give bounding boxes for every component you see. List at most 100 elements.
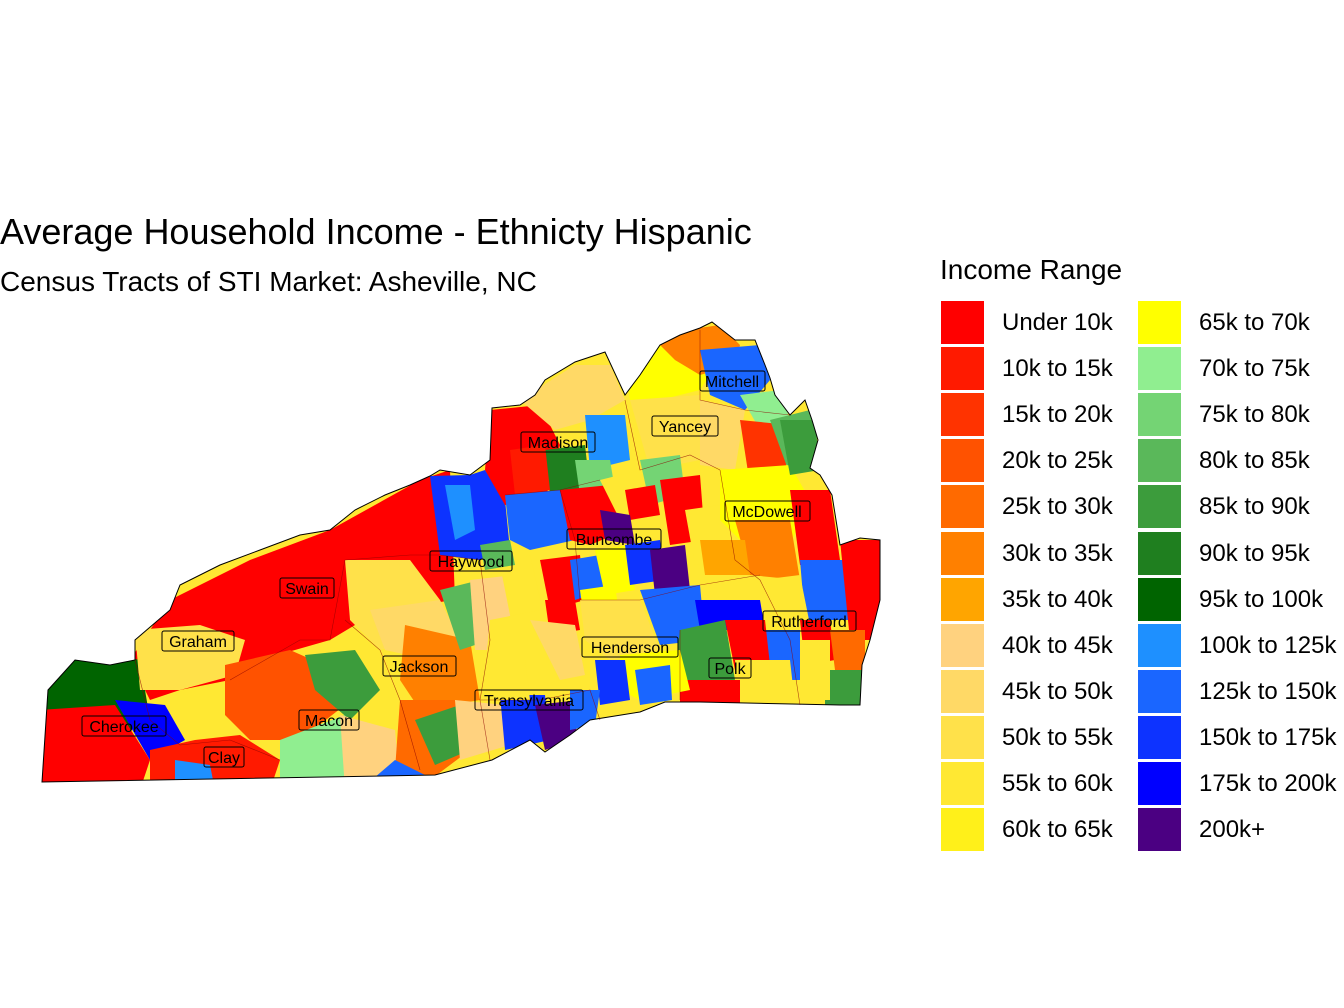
county-label-haywood[interactable]: Haywood: [429, 550, 513, 572]
legend-item: 85k to 90k: [1137, 484, 1344, 530]
legend-item: 150k to 175k: [1137, 715, 1344, 761]
legend-item: 100k to 125k: [1137, 623, 1344, 669]
choropleth-map: Mitchell Yancey Madison McDowell Buncomb…: [41, 321, 881, 783]
legend-swatch: [1138, 393, 1181, 437]
county-label-macon[interactable]: Macon: [298, 709, 360, 731]
legend-item: 50k to 55k: [940, 715, 1150, 761]
county-label-yancey[interactable]: Yancey: [651, 415, 719, 437]
svg-text:Swain: Swain: [285, 581, 329, 598]
legend-swatch: [1138, 531, 1181, 575]
legend-swatch: [941, 485, 984, 529]
legend-item: 25k to 30k: [940, 484, 1150, 530]
county-label-buncombe[interactable]: Buncombe: [566, 528, 662, 550]
legend-label: Under 10k: [1002, 309, 1113, 336]
region-outline: [41, 321, 881, 783]
legend-label: 40k to 45k: [1002, 631, 1113, 659]
county-label-rutherford[interactable]: Rutherford: [762, 610, 857, 632]
legend-item: 35k to 40k: [940, 577, 1150, 623]
svg-text:Macon: Macon: [305, 713, 353, 730]
legend-item: 10k to 15k: [940, 346, 1150, 392]
svg-text:Polk: Polk: [714, 661, 746, 678]
legend-swatch: [1138, 762, 1181, 805]
legend-swatch: [941, 347, 984, 391]
legend-swatch: [1138, 715, 1181, 759]
county-label-henderson[interactable]: Henderson: [581, 636, 679, 658]
legend-swatch: [1138, 347, 1181, 391]
legend-item: 90k to 95k: [1137, 531, 1344, 577]
legend-label: 100k to 125k: [1199, 631, 1337, 659]
county-label-jackson[interactable]: Jackson: [382, 655, 457, 677]
svg-text:Yancey: Yancey: [659, 419, 711, 436]
legend-item: 175k to 200k: [1137, 761, 1344, 807]
svg-text:Transylvania: Transylvania: [484, 693, 574, 710]
legend-swatch: [1138, 439, 1181, 483]
svg-text:Graham: Graham: [169, 634, 227, 651]
legend-label: 15k to 20k: [1002, 401, 1113, 429]
legend-item: Under 10k: [940, 300, 1150, 346]
legend-label: 175k to 200k: [1199, 770, 1337, 797]
legend-swatch: [941, 808, 984, 852]
map-subtitle: Census Tracts of STI Market: Asheville, …: [0, 266, 537, 297]
legend-label: 80k to 85k: [1199, 447, 1310, 475]
county-label-cherokee[interactable]: Cherokee: [81, 715, 167, 737]
county-label-swain[interactable]: Swain: [279, 577, 335, 599]
legend-label: 20k to 25k: [1002, 447, 1113, 475]
legend-label: 35k to 40k: [1002, 585, 1113, 613]
legend-item: 15k to 20k: [940, 392, 1150, 438]
legend-item: 40k to 45k: [940, 623, 1150, 669]
legend-label: 75k to 80k: [1199, 401, 1310, 429]
legend-label: 125k to 150k: [1199, 677, 1337, 705]
svg-text:Rutherford: Rutherford: [771, 614, 847, 631]
legend-label: 60k to 65k: [1002, 816, 1113, 844]
legend-swatch: [941, 623, 984, 667]
legend-swatch: [941, 715, 984, 759]
svg-text:Mitchell: Mitchell: [705, 374, 759, 391]
legend-item: 65k to 70k: [1137, 300, 1344, 346]
legend-swatch: [1138, 623, 1181, 667]
county-label-transylvania[interactable]: Transylvania: [474, 689, 584, 711]
legend-label: 50k to 55k: [1002, 723, 1113, 751]
map-title: Average Household Income - Ethnicty Hisp…: [0, 211, 752, 252]
legend-item: 45k to 50k: [940, 669, 1150, 715]
svg-text:Buncombe: Buncombe: [576, 532, 653, 549]
svg-text:Haywood: Haywood: [438, 554, 505, 571]
legend-item: 55k to 60k: [940, 761, 1150, 807]
legend-title: Income Range: [940, 254, 1123, 285]
legend-item: 95k to 100k: [1137, 577, 1344, 623]
legend-item: 30k to 35k: [940, 531, 1150, 577]
county-label-clay[interactable]: Clay: [203, 746, 245, 768]
legend-label: 200k+: [1199, 816, 1266, 844]
svg-text:Clay: Clay: [208, 750, 240, 767]
legend-item: 75k to 80k: [1137, 392, 1344, 438]
legend-swatch: [941, 762, 984, 805]
legend-swatch: [1138, 301, 1181, 344]
legend-swatch: [941, 301, 984, 344]
legend-swatch: [1138, 577, 1181, 621]
legend-label: 30k to 35k: [1002, 539, 1113, 567]
legend-swatch: [1138, 669, 1181, 713]
county-label-graham[interactable]: Graham: [161, 630, 235, 652]
legend-label: 95k to 100k: [1199, 585, 1324, 613]
legend-swatch: [1138, 808, 1181, 852]
legend-label: 85k to 90k: [1199, 493, 1310, 521]
legend-swatch: [941, 393, 984, 437]
county-label-madison[interactable]: Madison: [520, 431, 596, 453]
legend-item: 20k to 25k: [940, 438, 1150, 484]
legend-label: 25k to 30k: [1002, 493, 1113, 521]
svg-text:Cherokee: Cherokee: [89, 719, 158, 736]
legend-label: 65k to 70k: [1199, 309, 1310, 336]
legend-item: 125k to 150k: [1137, 669, 1344, 715]
county-label-mcdowell[interactable]: McDowell: [724, 500, 811, 522]
county-label-mitchell[interactable]: Mitchell: [699, 370, 766, 392]
county-labels: Mitchell Yancey Madison McDowell Buncomb…: [81, 370, 857, 768]
legend-item: 70k to 75k: [1137, 346, 1344, 392]
legend-label: 150k to 175k: [1199, 723, 1337, 751]
legend-label: 10k to 15k: [1002, 355, 1113, 383]
legend-item: 80k to 85k: [1137, 438, 1344, 484]
county-label-polk[interactable]: Polk: [708, 657, 752, 679]
legend-swatch: [941, 577, 984, 621]
legend-swatch: [941, 669, 984, 713]
svg-text:McDowell: McDowell: [732, 504, 801, 521]
legend-swatch: [1138, 485, 1181, 529]
svg-text:Henderson: Henderson: [591, 640, 669, 657]
